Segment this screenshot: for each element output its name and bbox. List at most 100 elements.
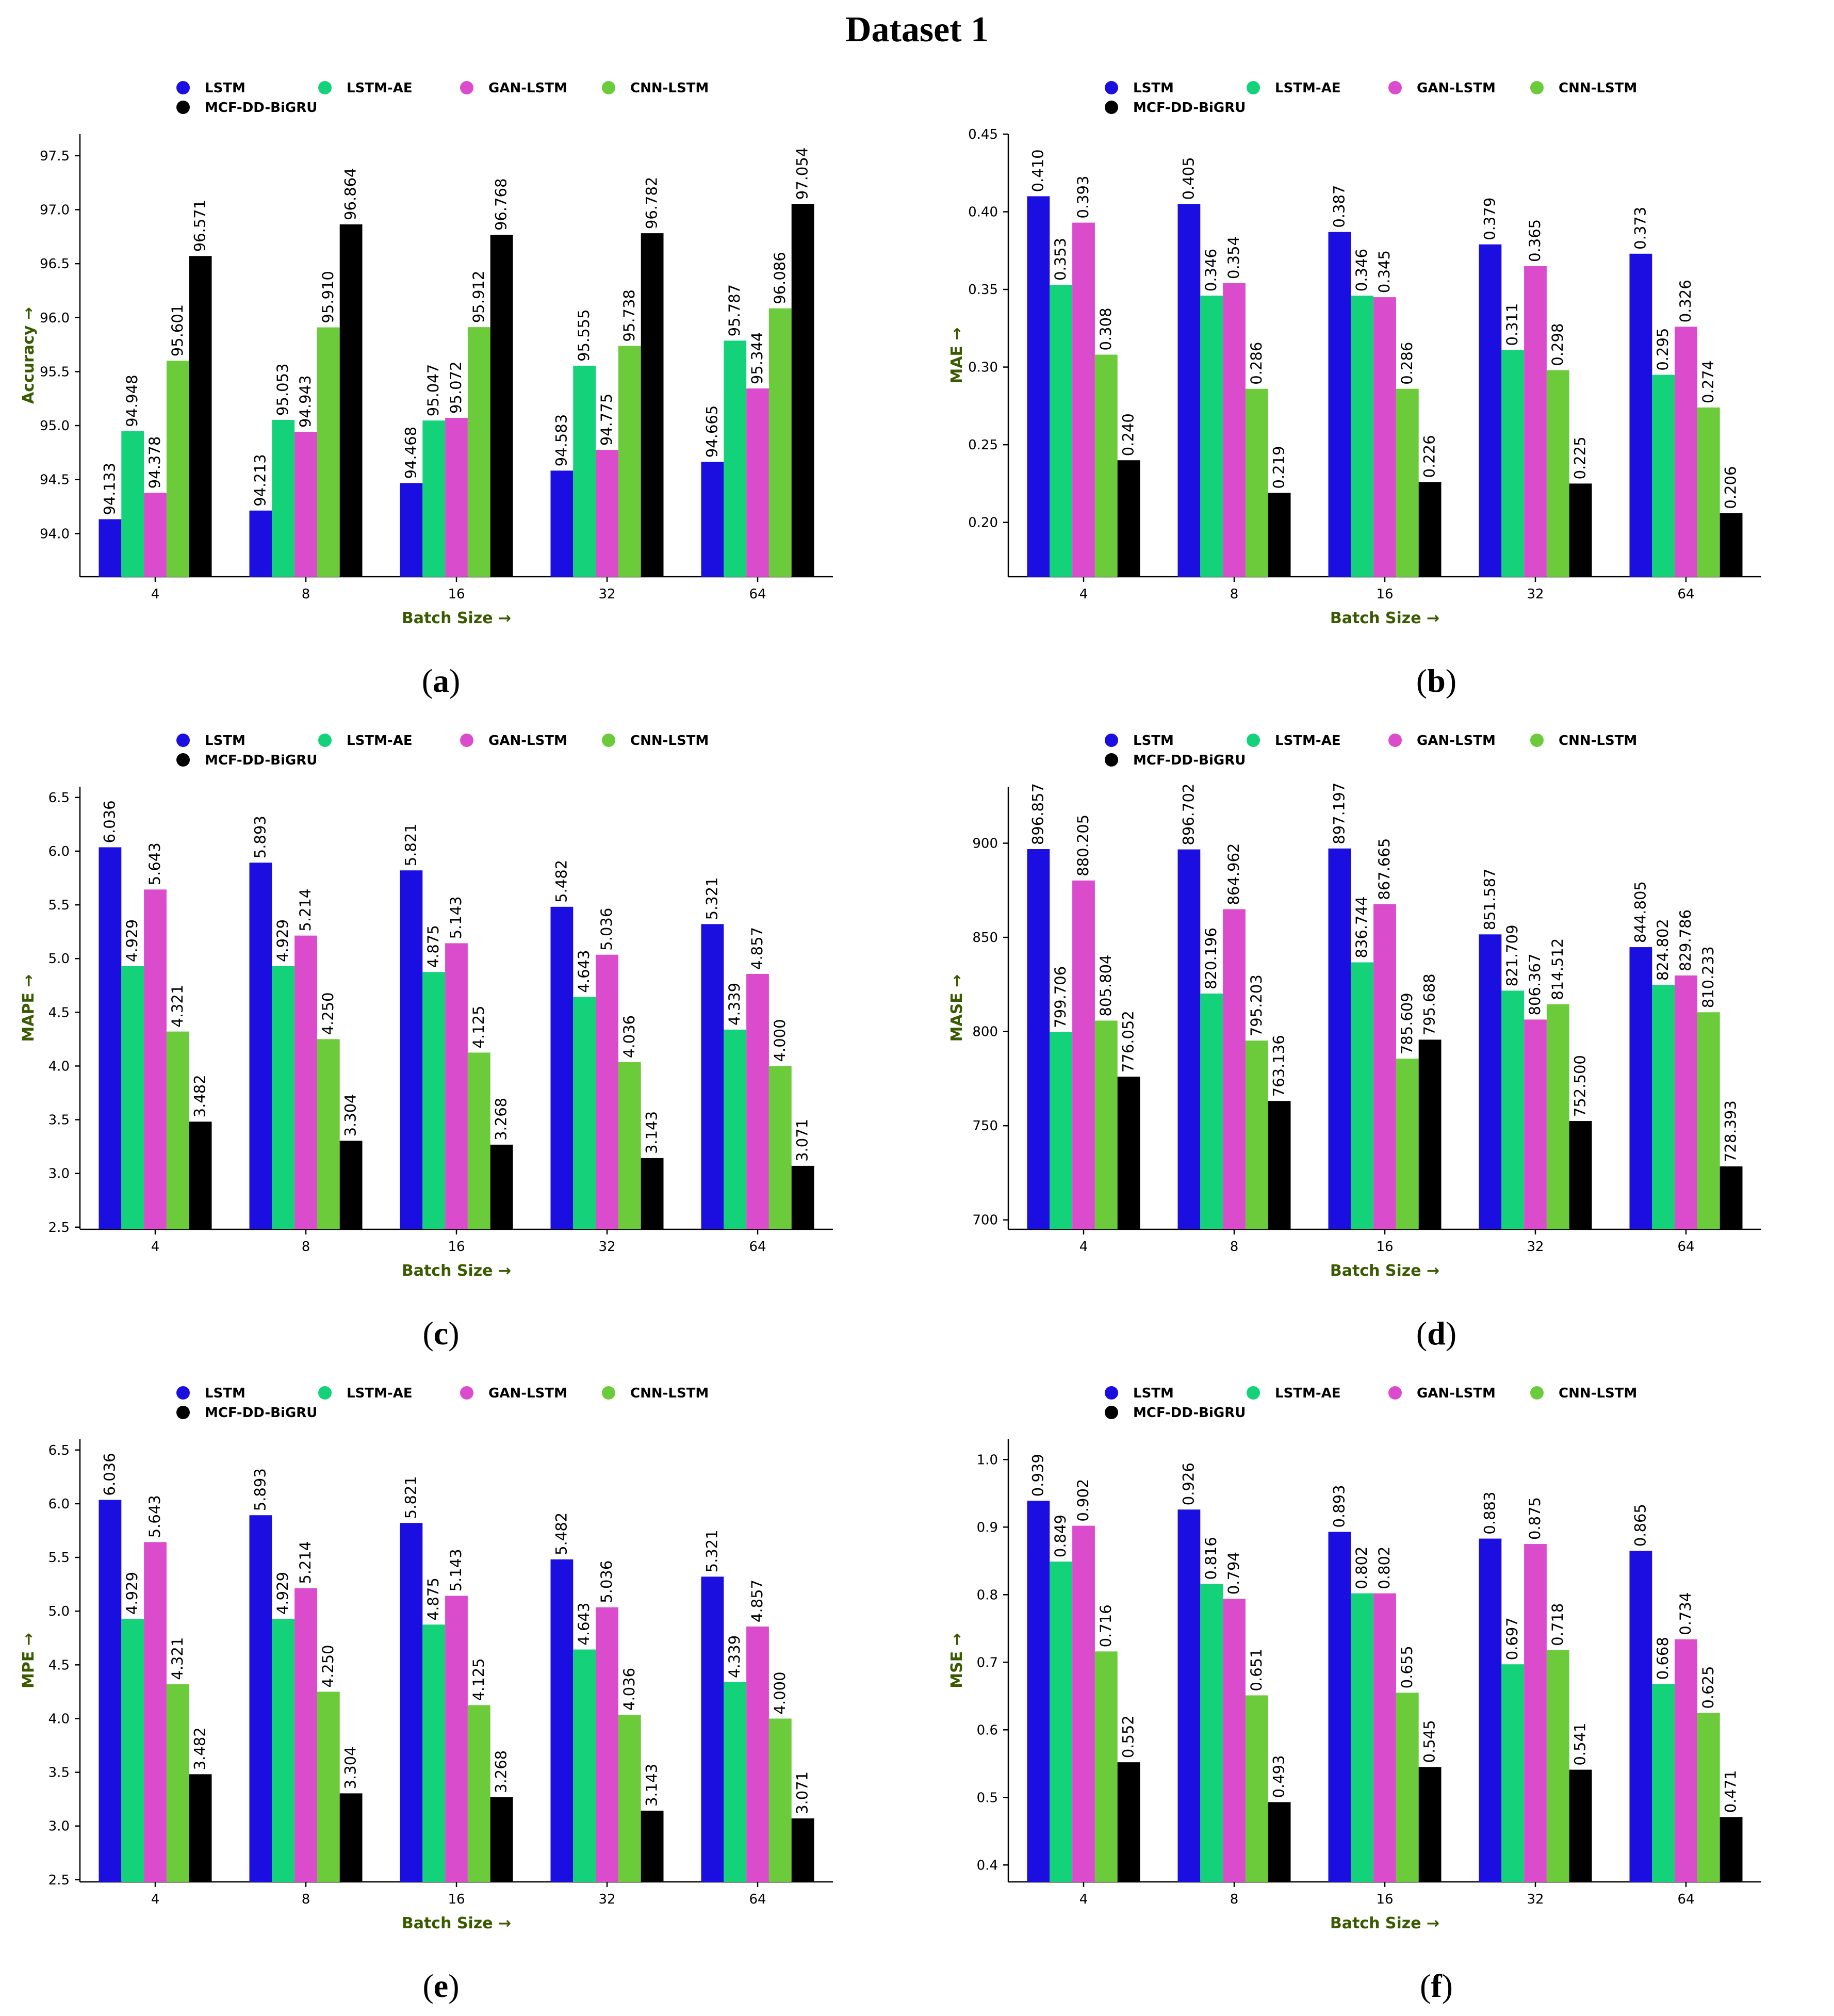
bar-gan-lstm-16 [1373,1593,1396,1882]
bar-mcf-dd-bigru-32 [641,1810,664,1882]
data-label: 4.857 [748,1580,766,1622]
data-label: 5.036 [598,1560,615,1603]
bar-cnn-lstm-32 [618,1714,641,1882]
legend-marker [1105,753,1118,767]
legend-item-mcf-dd-bigru: MCF-DD-BiGRU [176,1405,317,1421]
y-tick-label: 1.0 [977,1452,998,1468]
x-tick-label: 32 [598,587,615,602]
legend-marker [176,1386,190,1400]
bar-mcf-dd-bigru-8 [339,1793,363,1882]
bar-mcf-dd-bigru-8 [1268,493,1291,577]
legend-label: MCF-DD-BiGRU [1133,100,1246,116]
x-tick-label: 16 [1376,1892,1393,1907]
y-tick-label: 4.5 [48,1005,70,1020]
bar-mcf-dd-bigru-16 [1418,1039,1442,1229]
data-label: 896.857 [1029,783,1046,845]
data-label: 4.321 [169,985,186,1028]
data-label: 824.802 [1654,919,1672,981]
data-label: 4.875 [424,1578,442,1620]
bar-cnn-lstm-4 [1094,1651,1118,1882]
y-tick-label: 4.0 [48,1059,70,1074]
x-tick-label: 32 [598,1892,615,1907]
data-label: 0.326 [1677,280,1694,322]
bar-lstm-ae-4 [121,966,144,1229]
data-label: 0.849 [1052,1515,1069,1557]
legend-item-lstm: LSTM [176,1386,245,1401]
bar-mcf-dd-bigru-8 [339,224,363,577]
y-tick-label: 97.0 [40,202,70,218]
data-label: 810.233 [1699,946,1717,1008]
data-label: 5.321 [703,877,720,920]
legend-item-lstm: LSTM [176,80,245,96]
y-tick-label: 0.35 [968,282,998,298]
legend-item-mcf-dd-bigru: MCF-DD-BiGRU [1105,100,1246,116]
data-label: 836.744 [1353,897,1370,958]
bar-lstm-4 [1027,196,1050,577]
bar-mcf-dd-bigru-32 [1569,1121,1592,1229]
bar-cnn-lstm-16 [467,1705,490,1882]
data-label: 4.036 [620,1015,638,1058]
data-label: 851.587 [1481,868,1498,930]
legend-marker [1105,81,1118,94]
data-label: 3.268 [493,1750,510,1793]
data-label: 0.286 [1398,342,1416,385]
legend-marker [318,1386,332,1400]
bar-lstm-ae-4 [1050,1032,1073,1229]
data-label: 844.805 [1631,881,1649,943]
legend-label: MCF-DD-BiGRU [1133,753,1246,768]
bar-mcf-dd-bigru-4 [189,1121,212,1229]
bar-lstm-16 [400,1523,423,1882]
y-tick-label: 96.0 [40,311,70,326]
bar-cnn-lstm-64 [768,308,792,577]
data-label: 864.962 [1225,843,1242,905]
data-label: 5.482 [552,1513,570,1555]
data-label: 0.387 [1330,185,1348,228]
bar-gan-lstm-4 [1072,222,1095,577]
legend-marker [602,1386,615,1400]
data-label: 94.775 [598,394,615,446]
legend-marker [1388,1386,1402,1400]
data-label: 795.688 [1421,973,1438,1035]
legend-marker [1388,81,1402,94]
legend-item-gan-lstm: GAN-LSTM [460,1386,567,1401]
bar-gan-lstm-8 [1223,1599,1246,1882]
data-label: 3.304 [342,1746,359,1789]
bar-lstm-16 [400,483,423,577]
bar-lstm-ae-4 [121,431,144,577]
bar-cnn-lstm-16 [1396,388,1419,577]
data-label: 94.468 [402,427,419,479]
legend-item-cnn-lstm: CNN-LSTM [602,733,709,749]
data-label: 806.367 [1526,953,1544,1015]
bar-gan-lstm-8 [1223,283,1246,577]
bar-gan-lstm-4 [144,493,167,577]
data-label: 94.583 [552,414,570,466]
bar-lstm-8 [1177,1509,1201,1882]
data-label: 0.298 [1549,323,1566,366]
legend-item-gan-lstm: GAN-LSTM [460,80,567,96]
data-label: 0.206 [1722,466,1740,509]
bar-lstm-4 [99,1500,122,1882]
data-label: 5.143 [447,1549,465,1591]
bar-gan-lstm-4 [1072,1525,1095,1882]
bar-cnn-lstm-32 [1546,1650,1569,1882]
bar-cnn-lstm-4 [1094,1020,1118,1229]
bar-lstm-ae-64 [1652,985,1675,1229]
bar-mcf-dd-bigru-16 [490,1797,513,1882]
bar-mcf-dd-bigru-64 [1720,1817,1743,1882]
legend-label: CNN-LSTM [1559,733,1637,749]
bar-lstm-ae-32 [1501,350,1525,577]
data-label: 0.883 [1481,1492,1498,1535]
x-tick-label: 4 [151,1892,160,1907]
bar-mcf-dd-bigru-8 [1268,1101,1291,1229]
data-label: 820.196 [1202,928,1220,989]
bar-gan-lstm-16 [445,943,468,1229]
bar-lstm-64 [701,924,724,1229]
bar-mcf-dd-bigru-64 [791,1165,814,1229]
bar-cnn-lstm-4 [166,361,189,577]
x-tick-label: 16 [448,1892,465,1907]
bar-lstm-ae-4 [1050,285,1073,577]
y-tick-label: 6.5 [48,790,70,806]
data-label: 776.052 [1120,1011,1137,1072]
legend-label: CNN-LSTM [1559,1386,1637,1401]
legend-label: GAN-LSTM [1417,733,1496,749]
